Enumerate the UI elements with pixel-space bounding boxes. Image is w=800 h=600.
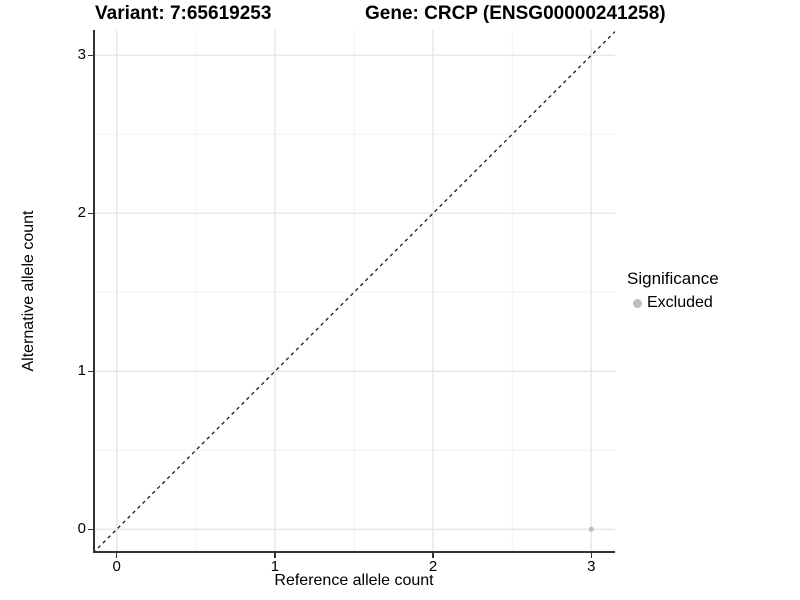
y-tick-mark [88, 370, 93, 373]
legend: Significance Excluded [627, 268, 719, 313]
y-tick-mark [88, 528, 93, 531]
x-axis-title: Reference allele count [274, 572, 434, 589]
plot-title-variant: Variant: 7:65619253 [95, 3, 272, 24]
x-tick-label: 0 [112, 558, 121, 575]
x-tick-mark [115, 553, 118, 558]
x-tick-label: 3 [587, 558, 596, 575]
excluded-point-icon [633, 298, 642, 308]
y-tick-mark [88, 212, 93, 215]
y-tick-label: 1 [77, 362, 86, 380]
x-tick-label: 1 [270, 558, 280, 575]
x-tick-mark [590, 553, 593, 558]
y-tick-label: 3 [77, 46, 86, 64]
y-tick-mark [88, 54, 93, 57]
legend-entry-label: Excluded [647, 294, 713, 311]
plot-canvas [93, 30, 615, 553]
data-point [588, 526, 594, 532]
y-tick-label: 0 [77, 520, 86, 538]
x-tick-mark [432, 553, 434, 558]
plot-panel [93, 30, 615, 553]
y-tick-label: 2 [77, 204, 86, 222]
legend-entry-excluded: Excluded [633, 293, 719, 313]
y-axis-title: Alternative allele count [20, 210, 37, 372]
legend-title: Significance [627, 269, 719, 288]
x-tick-label: 2 [428, 558, 438, 575]
plot-title-gene: Gene: CRCP (ENSG00000241258) [365, 3, 666, 24]
x-tick-mark [274, 553, 276, 558]
